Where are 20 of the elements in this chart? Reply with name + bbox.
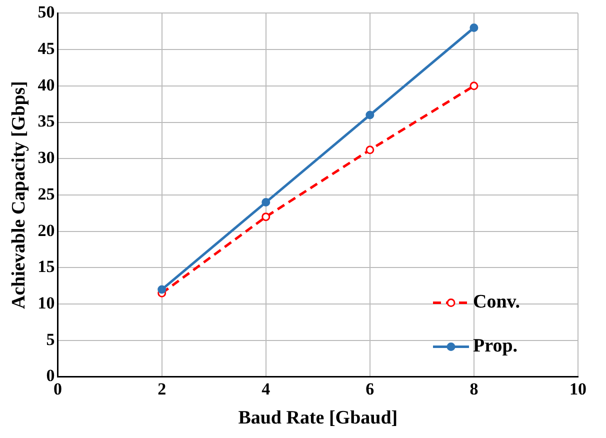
y-tick-label: 35 (38, 112, 55, 131)
legend-label: Prop. (473, 336, 518, 357)
y-tick-label: 10 (38, 293, 55, 312)
x-tick-label: 4 (262, 379, 271, 398)
legend-label: Conv. (473, 292, 520, 313)
y-tick-label: 20 (38, 220, 55, 240)
y-tick-label: 30 (38, 148, 55, 168)
y-tick-label: 50 (38, 2, 55, 22)
y-tick-label: 15 (38, 257, 55, 276)
y-tick-label: 40 (38, 75, 55, 94)
x-tick-label: 6 (366, 379, 374, 398)
x-axis-title: Baud Rate [Gbaud] (238, 408, 398, 429)
x-tick-label: 8 (470, 379, 478, 398)
y-tick-label: 5 (46, 330, 55, 349)
y-tick-label: 25 (38, 184, 55, 204)
y-tick-label: 45 (38, 38, 55, 58)
y-tick-label: 0 (46, 366, 55, 386)
x-tick-label: 10 (570, 379, 586, 398)
y-axis-title: Achievable Capacity [Gbps] (8, 81, 30, 309)
x-tick-label: 2 (158, 379, 166, 398)
